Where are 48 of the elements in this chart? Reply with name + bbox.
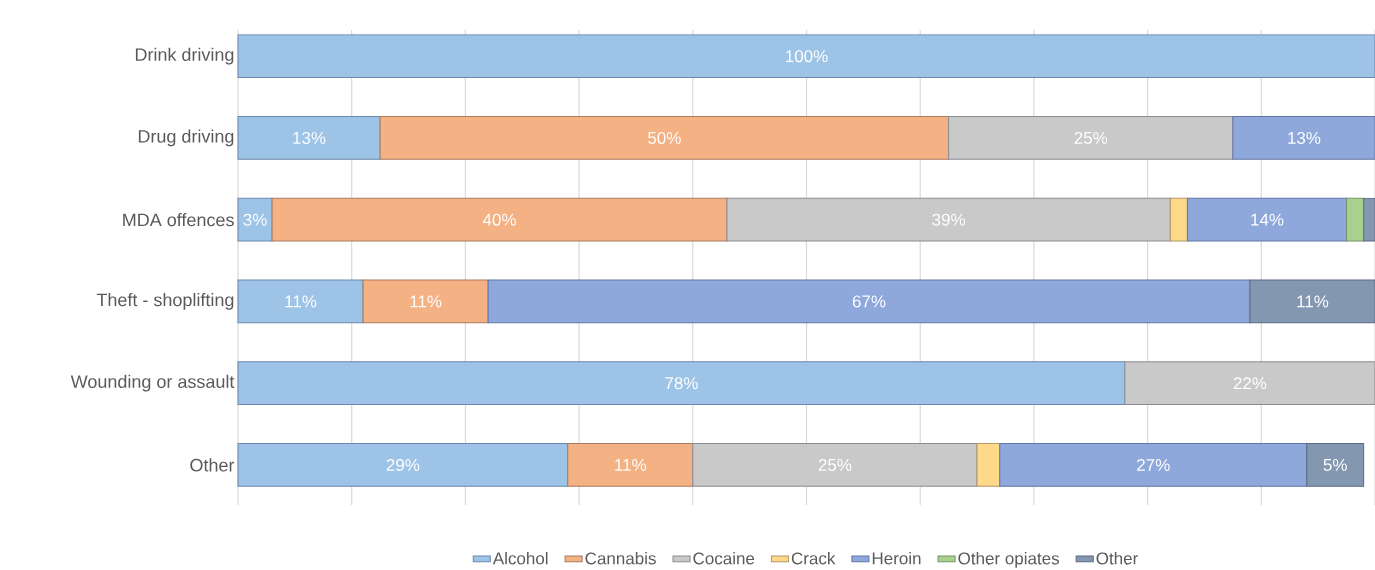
- bar: [237, 279, 364, 324]
- legend-label: Cannabis: [585, 551, 656, 565]
- bar: [567, 443, 694, 487]
- bar: [1306, 443, 1365, 487]
- legend-label: Cocaine: [693, 551, 755, 565]
- data-label: 5%: [1323, 458, 1347, 471]
- bar: [237, 197, 273, 242]
- data-label: 27%: [1137, 458, 1170, 471]
- y-tick-label: Drink driving: [135, 47, 234, 65]
- data-label: 29%: [386, 458, 420, 471]
- y-tick-label: Wounding or assault: [70, 374, 235, 392]
- data-label: 11%: [410, 295, 442, 308]
- bar: [1346, 197, 1365, 242]
- y-tick-label: Drug driving: [138, 129, 234, 147]
- data-label: 11%: [1297, 295, 1329, 308]
- data-label: 11%: [285, 295, 317, 308]
- bar: [1186, 197, 1348, 242]
- legend-label: Heroin: [872, 551, 921, 565]
- bar: [362, 279, 489, 324]
- bar: [976, 443, 1001, 487]
- data-label: 13%: [293, 131, 326, 144]
- data-label: 11%: [615, 459, 647, 471]
- data-label: 14%: [1251, 213, 1284, 226]
- data-label: 50%: [648, 131, 681, 144]
- data-label: 40%: [482, 213, 516, 226]
- bar: [237, 443, 569, 487]
- bar: [379, 116, 950, 160]
- bar: [999, 443, 1308, 487]
- data-label: 13%: [1288, 131, 1321, 144]
- data-label: 3%: [243, 213, 267, 226]
- y-tick-label: MDA offences: [123, 213, 234, 227]
- legend-label: Crack: [791, 551, 836, 565]
- y-tick-label: Theft - shoplifting: [96, 293, 234, 310]
- bar: [271, 197, 728, 242]
- bar: [487, 279, 1251, 324]
- data-label: 67%: [852, 295, 886, 308]
- y-tick-label: Other: [190, 458, 235, 472]
- bar: [237, 361, 1126, 406]
- legend-label: Other opiates: [958, 551, 1060, 568]
- data-label: 78%: [665, 377, 698, 390]
- bar: [948, 116, 1234, 160]
- bar: [1169, 197, 1188, 242]
- bar: [692, 443, 978, 487]
- legend-label: Alcohol: [492, 551, 548, 565]
- data-label: 100%: [786, 50, 828, 63]
- bar: [726, 197, 1171, 242]
- legend-label: Other: [1096, 551, 1138, 565]
- bar: [237, 116, 381, 160]
